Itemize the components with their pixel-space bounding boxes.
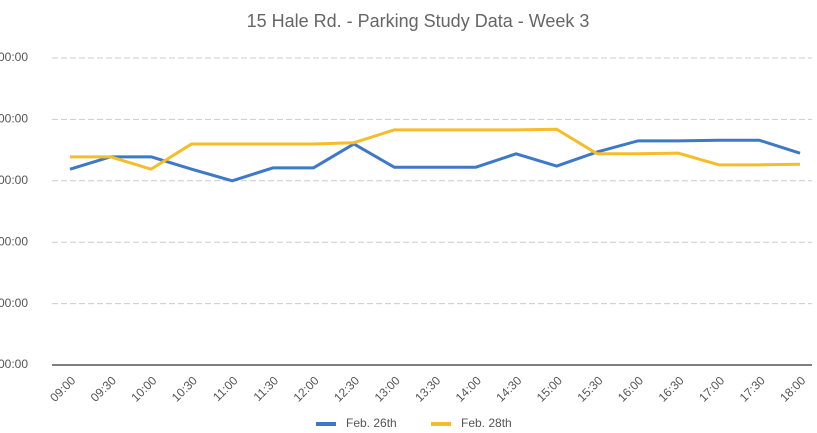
x-tick-label: 11:00 <box>210 373 241 404</box>
chart-title: 15 Hale Rd. - Parking Study Data - Week … <box>247 11 590 31</box>
x-tick-label: 14:30 <box>493 373 524 404</box>
x-tick-label: 13:30 <box>412 373 443 404</box>
series-line <box>70 127 801 171</box>
y-tick-label: 00:00 <box>0 296 28 310</box>
series-line <box>69 138 801 183</box>
x-tick-label: 17:30 <box>737 373 768 404</box>
legend-label: Feb. 28th <box>461 416 512 430</box>
y-tick-label: 00:00 <box>0 112 28 126</box>
legend-label: Feb. 26th <box>346 416 397 430</box>
y-tick-label: 00:00 <box>0 234 28 248</box>
y-tick-label: 00:00 <box>0 357 28 371</box>
x-tick-label: 15:00 <box>534 373 565 404</box>
x-tick-label: 09:00 <box>47 373 78 404</box>
x-tick-label: 15:30 <box>574 373 605 404</box>
y-tick-label: 00:00 <box>0 173 28 187</box>
x-tick-label: 12:00 <box>291 373 322 404</box>
x-tick-label: 16:00 <box>615 373 646 404</box>
x-tick-label: 17:00 <box>696 373 727 404</box>
x-tick-label: 11:30 <box>251 373 282 404</box>
x-tick-label: 18:00 <box>777 373 808 404</box>
x-tick-label: 10:30 <box>169 373 200 404</box>
x-tick-label: 09:30 <box>88 373 119 404</box>
x-tick-label: 13:00 <box>372 373 403 404</box>
x-tick-label: 12:30 <box>331 373 362 404</box>
y-tick-label: 00:00 <box>0 50 28 64</box>
x-tick-label: 14:00 <box>453 373 484 404</box>
x-tick-label: 16:30 <box>656 373 687 404</box>
x-tick-label: 10:00 <box>128 373 159 404</box>
